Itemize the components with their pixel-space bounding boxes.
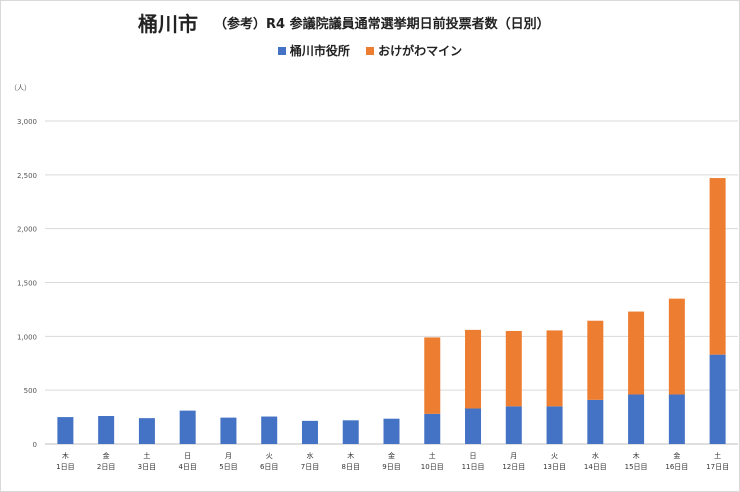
x-tick-day: 13日目 [543, 463, 566, 471]
bar-series2-13 [546, 330, 563, 407]
legend-swatch-series2 [366, 47, 375, 55]
x-tick-day: 10日目 [421, 463, 444, 471]
bar-series1-2 [98, 416, 115, 444]
legend-swatch-series1 [277, 47, 286, 55]
x-tick-weekday: 木 [633, 451, 640, 460]
x-tick-weekday: 水 [592, 451, 599, 460]
bar-series1-11 [465, 408, 482, 444]
bar-series1-12 [505, 406, 522, 444]
bar-series1-1 [57, 417, 74, 444]
y-tick-label: 0 [33, 441, 37, 449]
x-tick-day: 4日目 [178, 463, 196, 471]
x-tick-weekday: 金 [388, 451, 395, 460]
x-tick-day: 8日目 [342, 463, 360, 471]
x-tick-weekday: 土 [714, 451, 721, 460]
x-tick-weekday: 土 [429, 451, 436, 460]
bar-series1-9 [383, 418, 400, 444]
x-tick-day: 12日目 [502, 463, 525, 471]
x-tick-day: 2日目 [97, 463, 115, 471]
x-tick-day: 3日目 [138, 463, 156, 471]
x-tick-weekday: 金 [673, 451, 680, 460]
bar-series1-8 [342, 420, 359, 444]
bar-series2-15 [628, 311, 645, 395]
chart-title-main: 桶川市 [138, 12, 198, 36]
x-tick-day: 16日目 [665, 463, 688, 471]
x-tick-weekday: 火 [266, 452, 273, 460]
x-tick-weekday: 日 [470, 452, 477, 460]
x-tick-day: 14日目 [584, 463, 607, 471]
chart-title-sub: （参考）R4 参議院議員通常選挙期日前投票者数（日別） [214, 17, 550, 32]
bar-series2-17 [709, 178, 726, 355]
bar-series1-17 [709, 354, 726, 444]
bar-series2-12 [505, 330, 522, 407]
legend: 桶川市役所 おけがわマイン [0, 42, 740, 59]
bar-series1-10 [424, 413, 441, 444]
legend-item-series2: おけがわマイン [366, 42, 462, 59]
bar-series1-3 [138, 418, 155, 444]
bar-series2-16 [668, 298, 685, 395]
y-tick-label: 1,000 [17, 333, 37, 341]
x-tick-weekday: 火 [551, 452, 558, 460]
x-tick-weekday: 土 [143, 451, 150, 460]
bar-series1-14 [587, 399, 604, 444]
y-tick-label: 2,500 [17, 172, 37, 180]
legend-label-series1: 桶川市役所 [289, 44, 350, 58]
x-tick-weekday: 水 [306, 451, 313, 460]
bar-series1-16 [668, 394, 685, 444]
bar-series1-6 [261, 416, 278, 444]
x-tick-day: 6日目 [260, 463, 278, 471]
x-tick-day: 11日目 [462, 463, 485, 471]
bar-series1-5 [220, 417, 237, 444]
bar-series1-15 [628, 394, 645, 444]
x-tick-weekday: 月 [510, 452, 517, 460]
x-tick-day: 9日目 [382, 463, 400, 471]
x-tick-weekday: 金 [103, 451, 110, 460]
x-tick-day: 7日目 [301, 463, 319, 471]
bar-series1-4 [179, 410, 196, 444]
legend-label-series2: おけがわマイン [378, 44, 463, 58]
bar-series1-7 [301, 420, 318, 444]
x-tick-day: 15日目 [625, 463, 648, 471]
bar-series2-11 [465, 329, 482, 409]
y-tick-label: 3,000 [17, 118, 37, 126]
x-tick-weekday: 木 [347, 451, 354, 460]
x-tick-day: 17日目 [706, 463, 729, 471]
y-tick-label: 2,000 [17, 226, 37, 234]
x-tick-weekday: 月 [225, 452, 232, 460]
y-axis-unit-label: （人） [10, 84, 31, 92]
x-tick-day: 5日目 [219, 463, 237, 471]
bar-series2-14 [587, 320, 604, 400]
y-tick-label: 1,500 [17, 280, 37, 288]
x-tick-weekday: 木 [62, 451, 69, 460]
bar-series1-13 [546, 406, 563, 444]
x-tick-day: 1日目 [56, 463, 74, 471]
x-tick-weekday: 日 [184, 452, 191, 460]
legend-item-series1: 桶川市役所 [277, 42, 350, 59]
y-tick-label: 500 [24, 387, 37, 395]
bar-series2-10 [424, 337, 441, 414]
